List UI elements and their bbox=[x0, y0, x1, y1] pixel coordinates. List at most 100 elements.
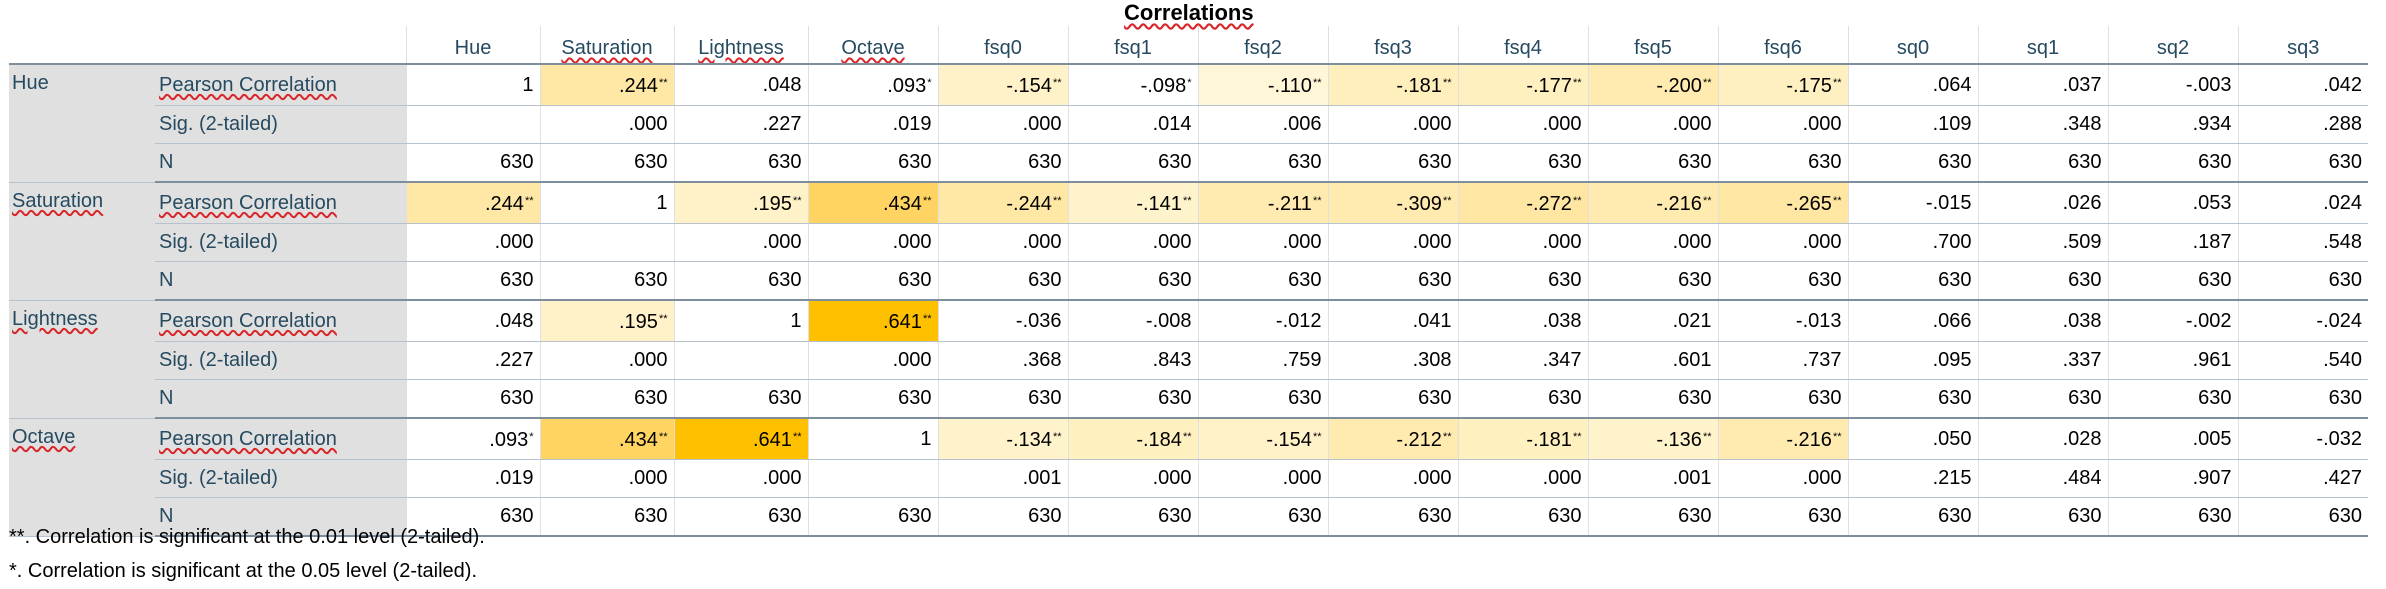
cell-n: 630 bbox=[1977, 497, 2108, 537]
cell-pearson: .026 bbox=[1977, 182, 2108, 224]
significance-marker: * bbox=[529, 431, 534, 443]
cell-value: .227 bbox=[762, 113, 802, 135]
significance-marker: ** bbox=[1312, 431, 1322, 443]
cell-value: 630 bbox=[898, 151, 932, 173]
cell-value: .000 bbox=[1282, 231, 1322, 253]
cell-pearson: -.024 bbox=[2237, 300, 2368, 342]
significance-marker: * bbox=[927, 77, 932, 89]
cell-n: 630 bbox=[1327, 261, 1458, 301]
cell-sig: .000 bbox=[405, 223, 540, 262]
cell-n: 630 bbox=[807, 379, 938, 419]
cell-n: 630 bbox=[1197, 379, 1328, 419]
column-header-fsq4: fsq4 bbox=[1457, 26, 1588, 64]
significance-marker: ** bbox=[922, 313, 932, 325]
cell-value: 630 bbox=[2068, 269, 2102, 291]
cell-value: .000 bbox=[1022, 231, 1062, 253]
statistic-label-text: Sig. (2-tailed) bbox=[159, 349, 278, 371]
cell-value: 630 bbox=[1938, 505, 1972, 527]
cell-n: 630 bbox=[1067, 497, 1198, 537]
significance-marker: ** bbox=[1702, 195, 1712, 207]
column-header-fsq1: fsq1 bbox=[1067, 26, 1198, 64]
cell-sig: .961 bbox=[2107, 341, 2238, 380]
cell-value: .000 bbox=[1412, 113, 1452, 135]
cell-n: 630 bbox=[1197, 497, 1328, 537]
cell-n: 630 bbox=[1977, 261, 2108, 301]
cell-sig: .843 bbox=[1067, 341, 1198, 380]
statistic-label-text: N bbox=[159, 387, 174, 409]
cell-sig: .000 bbox=[1587, 223, 1718, 262]
cell-sig: .759 bbox=[1197, 341, 1328, 380]
cell-pearson: .195** bbox=[673, 182, 808, 224]
cell-value: -.024 bbox=[2316, 309, 2362, 332]
cell-value: 1 bbox=[522, 73, 534, 96]
cell-n: 630 bbox=[1717, 497, 1848, 537]
significance-marker: * bbox=[1187, 77, 1192, 89]
cell-sig: .288 bbox=[2237, 105, 2368, 144]
cell-sig: .000 bbox=[1587, 105, 1718, 144]
cell-pearson: -.184** bbox=[1067, 418, 1198, 460]
cell-value: .000 bbox=[1412, 231, 1452, 253]
cell-value: .019 bbox=[892, 113, 932, 135]
cell-value: 630 bbox=[1678, 505, 1712, 527]
cell-value: -.200 bbox=[1656, 75, 1702, 97]
cell-value: .000 bbox=[1152, 467, 1192, 489]
cell-pearson: -.013 bbox=[1717, 300, 1848, 342]
cell-value: .227 bbox=[494, 349, 534, 371]
cell-pearson: -.175** bbox=[1717, 64, 1848, 106]
variable-name: Lightness bbox=[12, 307, 98, 330]
cell-pearson: .066 bbox=[1847, 300, 1978, 342]
cell-value: 630 bbox=[500, 269, 534, 291]
cell-sig: .000 bbox=[1717, 459, 1848, 498]
cell-pearson: -.003 bbox=[2107, 64, 2238, 106]
cell-value: .000 bbox=[1542, 231, 1582, 253]
statistic-label: Sig. (2-tailed) bbox=[155, 223, 406, 262]
statistic-label-text: N bbox=[159, 505, 174, 527]
cell-value: -.154 bbox=[1006, 75, 1052, 97]
cell-value: .215 bbox=[1932, 467, 1972, 489]
cell-value: .026 bbox=[2062, 191, 2102, 214]
cell-pearson: .024 bbox=[2237, 182, 2368, 224]
cell-value: .548 bbox=[2323, 231, 2362, 253]
cell-n: 630 bbox=[1067, 261, 1198, 301]
cell-pearson: .064 bbox=[1847, 64, 1978, 106]
cell-value: .427 bbox=[2323, 467, 2362, 489]
cell-value: -.013 bbox=[1795, 309, 1842, 332]
cell-value: .000 bbox=[892, 349, 932, 371]
cell-value: .368 bbox=[1022, 349, 1062, 371]
cell-pearson: 1 bbox=[539, 182, 674, 224]
cell-sig: .109 bbox=[1847, 105, 1978, 144]
cell-value: 630 bbox=[1938, 151, 1972, 173]
column-header-sq1: sq1 bbox=[1977, 26, 2108, 64]
cell-pearson: .048 bbox=[405, 300, 540, 342]
cell-value: 630 bbox=[768, 151, 802, 173]
header-row: Hue Saturation Lightness Octave fsq0 fsq1 fsq2… bbox=[9, 26, 2368, 64]
cell-sig: .000 bbox=[937, 105, 1068, 144]
significance-marker: ** bbox=[1832, 77, 1842, 89]
variable-name: Saturation bbox=[12, 189, 104, 212]
cell-sig: .000 bbox=[1327, 105, 1458, 144]
cell-value: -.184 bbox=[1136, 429, 1182, 451]
cell-value: -.244 bbox=[1006, 193, 1052, 215]
cell-value: .000 bbox=[1152, 231, 1192, 253]
significance-marker: ** bbox=[1442, 195, 1452, 207]
cell-pearson: .005 bbox=[2107, 418, 2238, 460]
cell-sig: .019 bbox=[807, 105, 938, 144]
table-row: N 630 630 630 630 630 630 630 630 630 630 630 630 630… bbox=[9, 143, 2368, 183]
cell-value: 630 bbox=[1288, 505, 1322, 527]
cell-pearson: .050 bbox=[1847, 418, 1978, 460]
cell-pearson: 1 bbox=[673, 300, 808, 342]
column-header-label: fsq0 bbox=[984, 37, 1022, 59]
cell-n: 630 bbox=[937, 379, 1068, 419]
cell-value: 630 bbox=[2198, 151, 2232, 173]
cell-value: 630 bbox=[1028, 387, 1062, 409]
cell-value: -.175 bbox=[1786, 75, 1832, 97]
cell-n: 630 bbox=[2237, 261, 2368, 301]
cell-n: 630 bbox=[1587, 261, 1718, 301]
table-row: N 630 630 630 630 630 630 630 630 630 630 630 630 630… bbox=[9, 379, 2368, 419]
cell-value: .006 bbox=[1282, 113, 1322, 135]
column-header-label: fsq2 bbox=[1244, 37, 1282, 59]
cell-sig: .000 bbox=[539, 459, 674, 498]
cell-value: -.134 bbox=[1006, 429, 1052, 451]
cell-sig: .308 bbox=[1327, 341, 1458, 380]
cell-pearson: -.098* bbox=[1067, 64, 1198, 106]
